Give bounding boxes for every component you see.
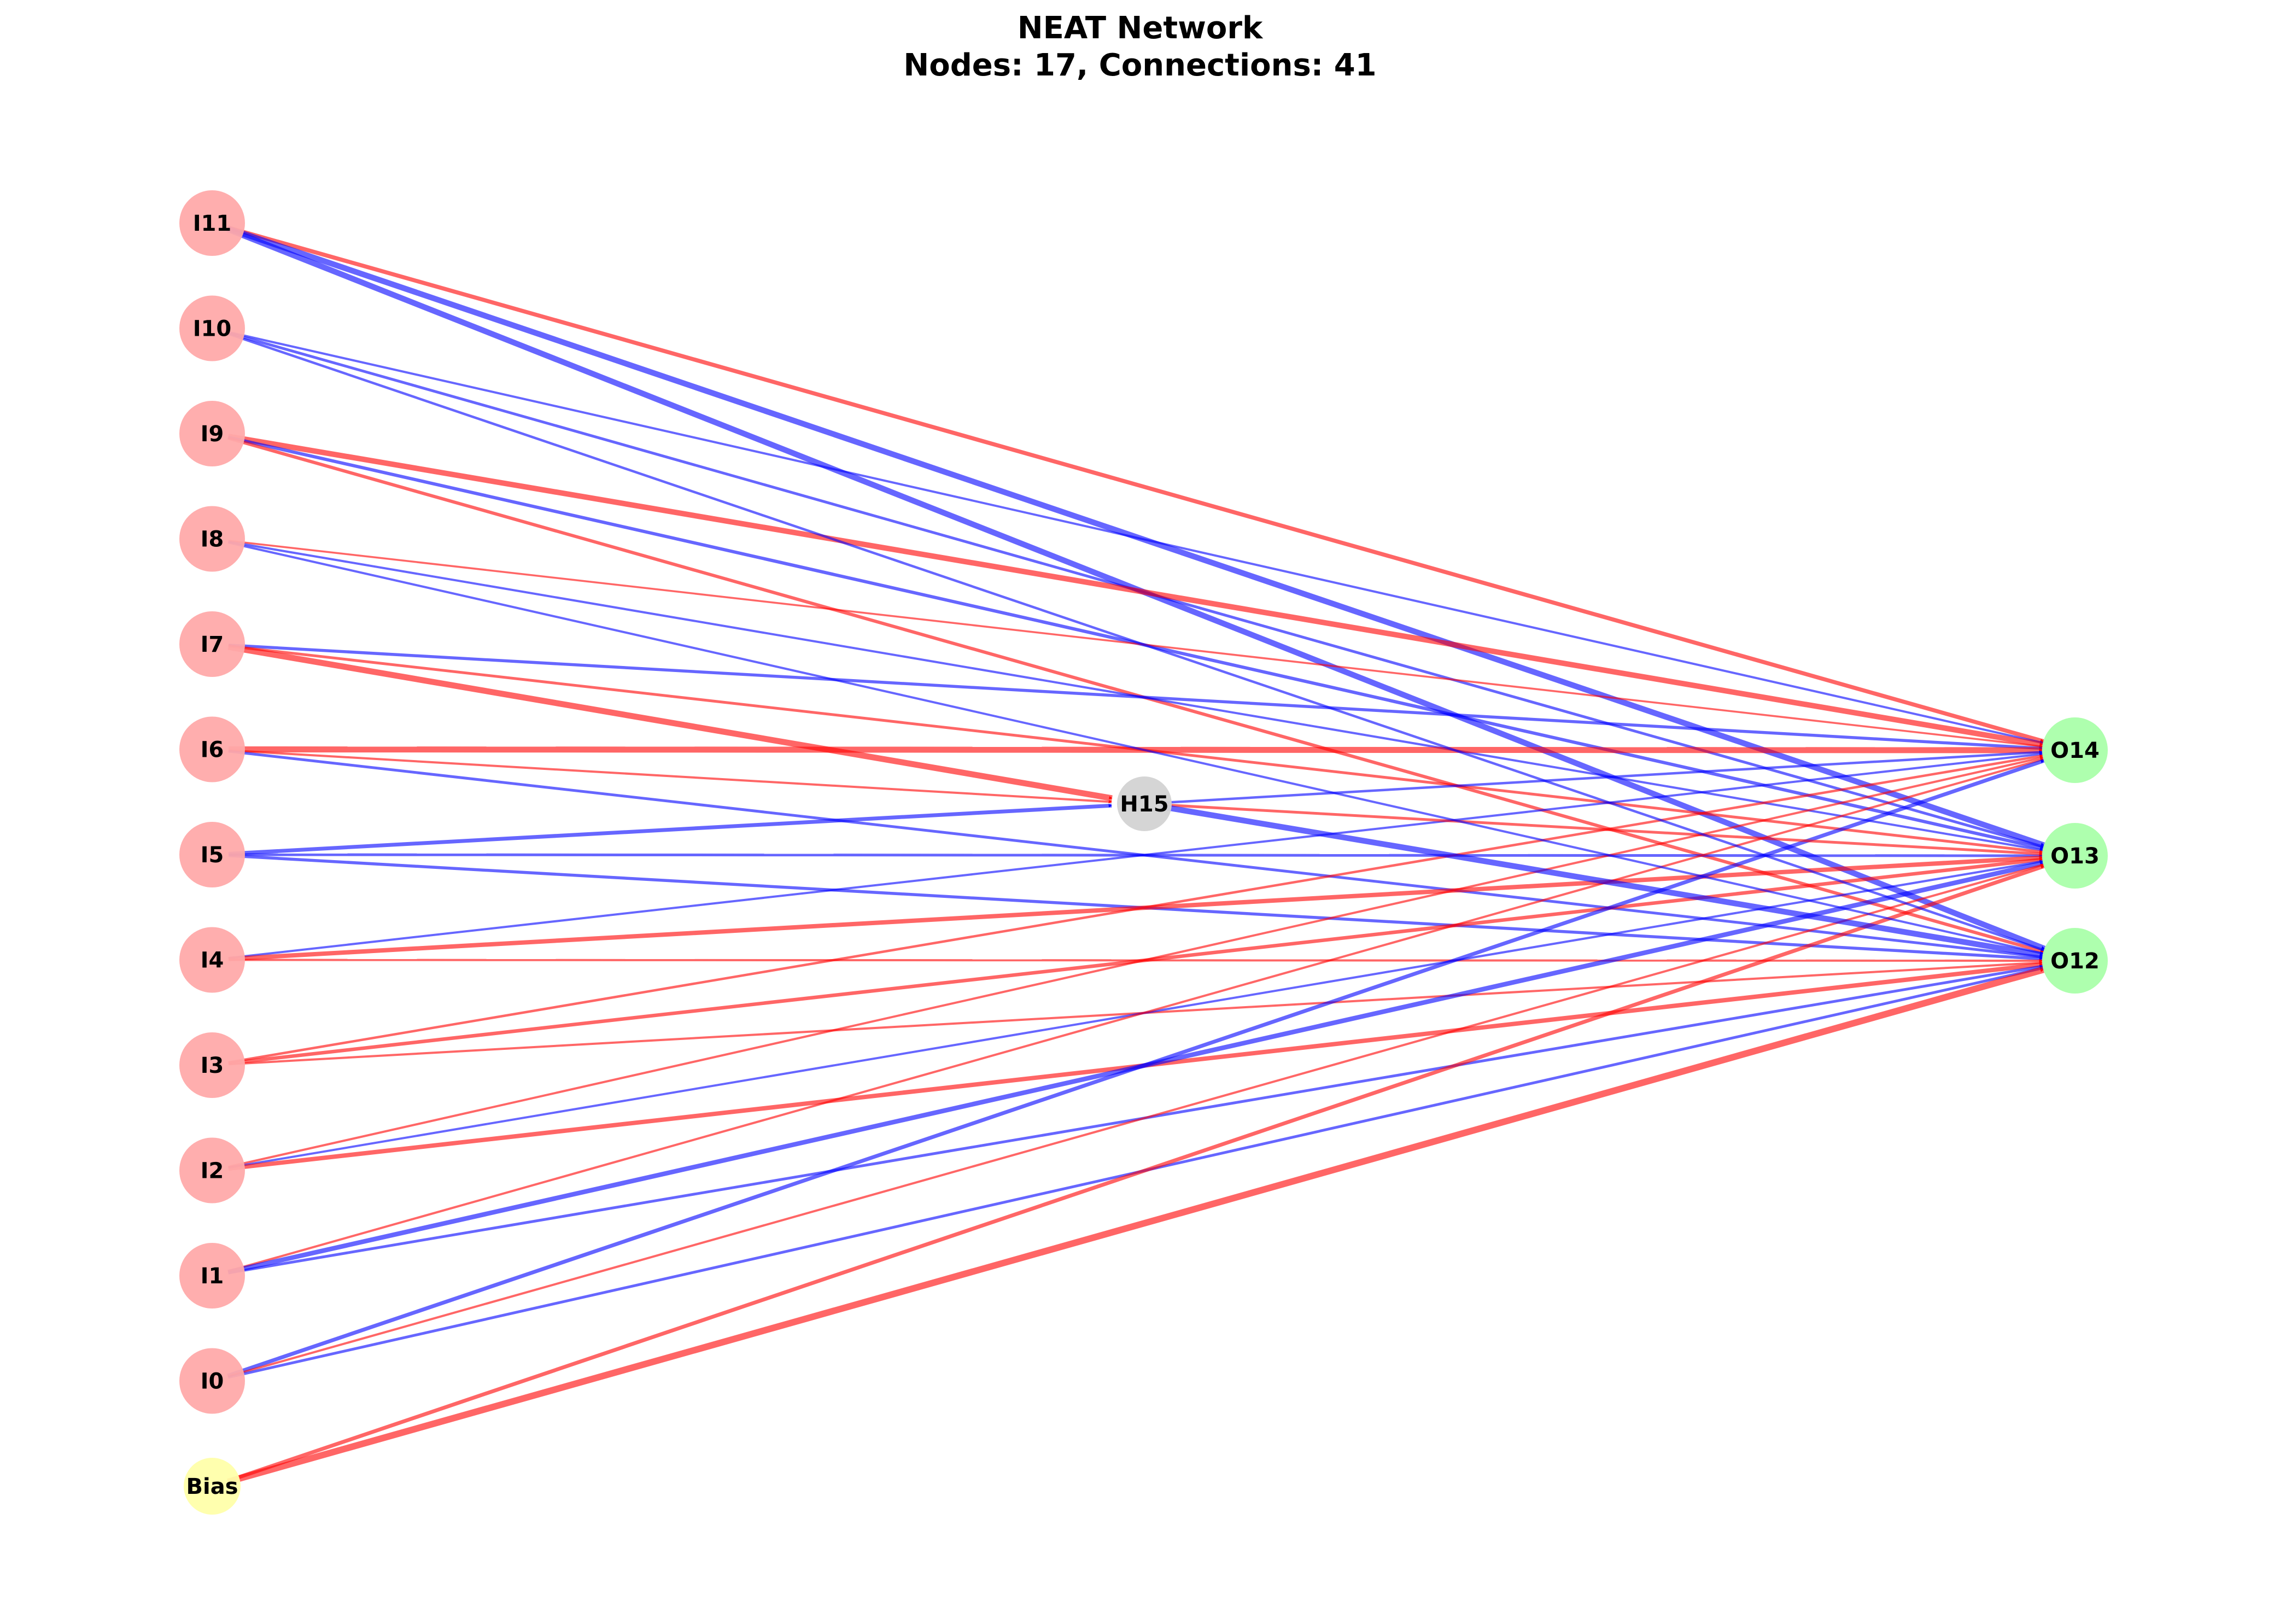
node-circle-Bias — [184, 1458, 241, 1515]
node-label-I4: I4 — [201, 948, 224, 973]
node-label-H15: H15 — [1120, 792, 1168, 817]
node-label-I7: I7 — [201, 632, 224, 657]
node-circle-I8 — [179, 506, 245, 572]
node-circle-O14 — [2042, 717, 2108, 783]
node-label-O14: O14 — [2050, 738, 2100, 763]
node-I1: I1 — [179, 1243, 245, 1308]
connection-I5-H15 — [228, 803, 1112, 856]
node-I10: I10 — [179, 295, 245, 361]
connection-I0-O13 — [227, 863, 2044, 1378]
node-I11: I11 — [179, 190, 245, 256]
node-I8: I8 — [179, 506, 245, 572]
connection-I2-O14 — [227, 756, 2044, 1168]
connection-H15-O14 — [1160, 750, 2043, 804]
node-H15: H15 — [1117, 776, 1172, 831]
diagram-title: NEAT Network — [1017, 10, 1263, 46]
connection-I4-O14 — [228, 752, 2043, 960]
node-label-I9: I9 — [201, 422, 224, 447]
node-circle-I3 — [179, 1032, 245, 1098]
node-I0: I0 — [179, 1348, 245, 1414]
node-label-I3: I3 — [201, 1053, 224, 1078]
connection-I10-O14 — [227, 331, 2044, 744]
node-I2: I2 — [179, 1137, 245, 1204]
node-label-I11: I11 — [193, 211, 232, 236]
node-circle-I9 — [179, 401, 245, 466]
connection-H15-O13 — [1160, 803, 2043, 856]
node-circle-O12 — [2042, 928, 2108, 994]
node-circle-I1 — [179, 1243, 245, 1308]
node-label-O13: O13 — [2050, 844, 2100, 869]
connection-I8-O14 — [228, 540, 2043, 748]
connection-I7-H15 — [227, 644, 1113, 802]
connection-I3-O14 — [228, 754, 2043, 1064]
diagram-subtitle: Nodes: 17, Connections: 41 — [903, 48, 1377, 83]
node-I4: I4 — [179, 927, 245, 993]
node-circle-I6 — [179, 716, 245, 782]
connection-I8-O12 — [227, 541, 2044, 955]
node-label-I0: I0 — [201, 1369, 224, 1394]
node-circle-I10 — [179, 295, 245, 361]
connection-Bias-O12 — [227, 966, 2044, 1485]
connection-I9-O14 — [227, 434, 2043, 747]
connections-layer — [226, 225, 2046, 1485]
connection-Bias-O13 — [227, 864, 2045, 1483]
node-O13: O13 — [2042, 823, 2108, 889]
node-label-I6: I6 — [201, 738, 224, 763]
node-I6: I6 — [179, 716, 245, 782]
node-O14: O14 — [2042, 717, 2108, 783]
node-circle-I0 — [179, 1348, 245, 1414]
node-I5: I5 — [179, 822, 245, 887]
node-label-O12: O12 — [2050, 949, 2100, 974]
node-circle-I5 — [179, 822, 245, 887]
nodes-layer: I11 I10 I9 I8 I7 I6 I5 I4 I3 I2 I1 I0 Bias H15 O14 O13 O… — [179, 190, 2108, 1515]
node-Bias: Bias — [184, 1458, 241, 1515]
node-O12: O12 — [2042, 928, 2108, 994]
title-block: NEAT Network Nodes: 17, Connections: 41 — [0, 10, 2280, 84]
node-circle-I2 — [179, 1137, 245, 1204]
node-label-I2: I2 — [201, 1159, 224, 1184]
node-circle-H15 — [1117, 776, 1172, 831]
connection-I7-O14 — [228, 643, 2043, 750]
node-label-Bias: Bias — [186, 1474, 238, 1499]
node-circle-I7 — [179, 611, 245, 677]
connection-I6-H15 — [228, 749, 1112, 804]
node-I7: I7 — [179, 611, 245, 677]
node-circle-O13 — [2042, 823, 2108, 889]
connection-I11-O14 — [227, 225, 2044, 744]
connection-I0-O14 — [227, 758, 2045, 1378]
connection-I10-O12 — [227, 332, 2044, 951]
connection-I1-O14 — [227, 758, 2044, 1272]
node-label-I8: I8 — [201, 527, 224, 552]
node-label-I10: I10 — [193, 317, 232, 342]
node-label-I1: I1 — [201, 1264, 224, 1289]
node-circle-I11 — [179, 190, 245, 256]
node-label-I5: I5 — [201, 843, 224, 868]
node-I3: I3 — [179, 1032, 245, 1098]
node-circle-I4 — [179, 927, 245, 993]
connection-H15-O12 — [1160, 803, 2043, 959]
node-I9: I9 — [179, 401, 245, 466]
